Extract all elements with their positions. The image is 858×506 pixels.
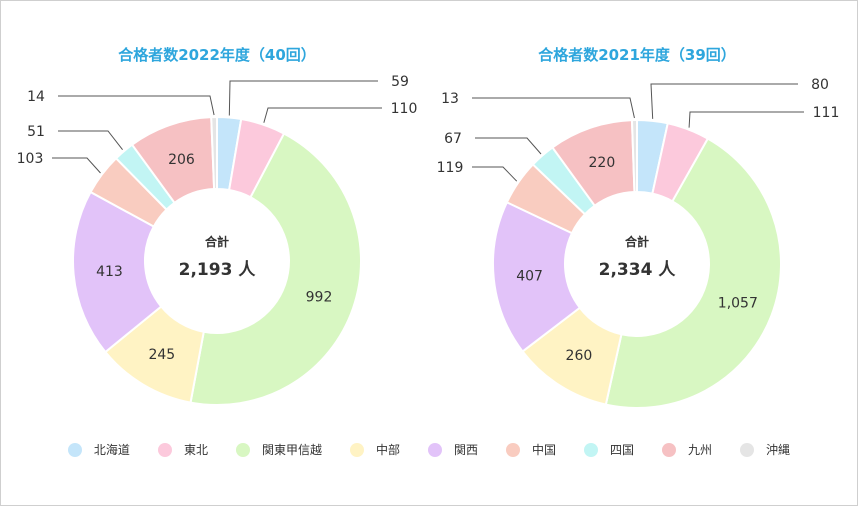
slice-value-label-2022-5: 103 bbox=[17, 151, 44, 167]
donut-chart-2022: 合格者数2022年度（40回） 59 110 992 245 413 103 51 206 14… bbox=[17, 46, 418, 406]
legend-swatch bbox=[235, 442, 250, 457]
leader-line-2022-1 bbox=[263, 107, 382, 123]
slice-value-label-2022-8: 14 bbox=[27, 89, 45, 105]
slice-value-label-2022-2: 992 bbox=[306, 289, 333, 305]
legend-label: 東北 bbox=[183, 443, 208, 457]
leader-line-2021-1 bbox=[688, 111, 804, 128]
slices-2021: 80 111 1,057 260 407 119 67 220 13 bbox=[437, 77, 840, 409]
slice-value-label-2022-1: 110 bbox=[391, 101, 418, 117]
legend: 北海道 東北 関東甲信越 中部 関西 中国 四国 九州 沖縄 bbox=[0, 441, 858, 458]
legend-item-2: 関東甲信越 bbox=[235, 441, 322, 458]
legend-item-4: 関西 bbox=[427, 441, 478, 458]
leader-line-2022-5 bbox=[52, 157, 101, 174]
legend-label: 中部 bbox=[375, 443, 400, 457]
legend-swatch bbox=[157, 442, 172, 457]
leader-line-2021-6 bbox=[475, 137, 542, 155]
slice-value-label-2021-8: 13 bbox=[441, 91, 459, 107]
leader-line-2022-6 bbox=[58, 130, 123, 150]
slice-value-label-2021-5: 119 bbox=[437, 160, 464, 176]
legend-label: 九州 bbox=[688, 443, 713, 457]
legend-label: 中国 bbox=[532, 443, 557, 457]
slice-2022-4 bbox=[72, 190, 163, 354]
legend-label: 四国 bbox=[610, 443, 635, 457]
legend-swatch bbox=[584, 442, 599, 457]
legend-item-3: 中部 bbox=[349, 441, 400, 458]
legend-label: 関東甲信越 bbox=[261, 443, 322, 457]
total-label-2022: 合計 bbox=[205, 234, 229, 249]
slice-value-label-2021-4: 407 bbox=[516, 268, 543, 284]
legend-item-7: 九州 bbox=[662, 441, 712, 458]
slice-value-label-2021-1: 111 bbox=[813, 105, 840, 121]
leader-line-2022-8 bbox=[58, 95, 215, 116]
slice-2021-8 bbox=[630, 118, 638, 194]
leader-line-2021-0 bbox=[650, 83, 798, 119]
slice-value-label-2022-4: 413 bbox=[96, 264, 123, 280]
legend-swatch bbox=[349, 442, 364, 457]
legend-swatch bbox=[740, 442, 755, 457]
total-value-2021: 2,334 人 bbox=[599, 260, 677, 280]
legend-item-6: 四国 bbox=[584, 441, 634, 458]
chart-title-2021: 合格者数2021年度（39回） bbox=[537, 46, 736, 64]
leader-line-2021-5 bbox=[472, 166, 518, 182]
leader-line-2022-0 bbox=[228, 80, 378, 116]
slice-2022-8 bbox=[210, 115, 218, 191]
total-label-2021: 合計 bbox=[625, 234, 649, 249]
slice-value-label-2022-6: 51 bbox=[27, 124, 45, 140]
legend-item-8: 沖縄 bbox=[740, 441, 790, 458]
slice-value-label-2021-2: 1,057 bbox=[718, 296, 758, 312]
slice-2022-2 bbox=[189, 132, 362, 406]
slice-value-label-2022-3: 245 bbox=[148, 347, 175, 363]
legend-swatch bbox=[67, 442, 82, 457]
legend-swatch bbox=[662, 442, 677, 457]
donut-chart-2021: 合格者数2021年度（39回） 80 111 1,057 260 407 119 67 220… bbox=[437, 46, 840, 409]
chart-title-2022: 合格者数2022年度（40回） bbox=[117, 46, 316, 64]
slice-2021-2 bbox=[604, 137, 782, 409]
slice-value-label-2022-0: 59 bbox=[391, 74, 409, 90]
legend-item-0: 北海道 bbox=[67, 441, 130, 458]
legend-label: 北海道 bbox=[93, 443, 130, 457]
legend-swatch bbox=[506, 442, 520, 457]
legend-label: 沖縄 bbox=[766, 443, 791, 457]
legend-swatch bbox=[427, 442, 442, 457]
legend-item-5: 中国 bbox=[506, 441, 556, 458]
leader-line-2021-8 bbox=[472, 97, 635, 119]
slice-value-label-2021-6: 67 bbox=[444, 131, 462, 147]
slice-value-label-2021-7: 220 bbox=[589, 155, 616, 171]
slices-2022: 59 110 992 245 413 103 51 206 14 bbox=[17, 74, 418, 406]
slice-value-label-2021-3: 260 bbox=[566, 348, 593, 364]
slice-value-label-2021-0: 80 bbox=[811, 77, 829, 93]
total-value-2022: 2,193 人 bbox=[179, 260, 257, 280]
legend-item-1: 東北 bbox=[157, 441, 208, 458]
legend-label: 関西 bbox=[453, 443, 478, 457]
slice-value-label-2022-7: 206 bbox=[168, 152, 195, 168]
